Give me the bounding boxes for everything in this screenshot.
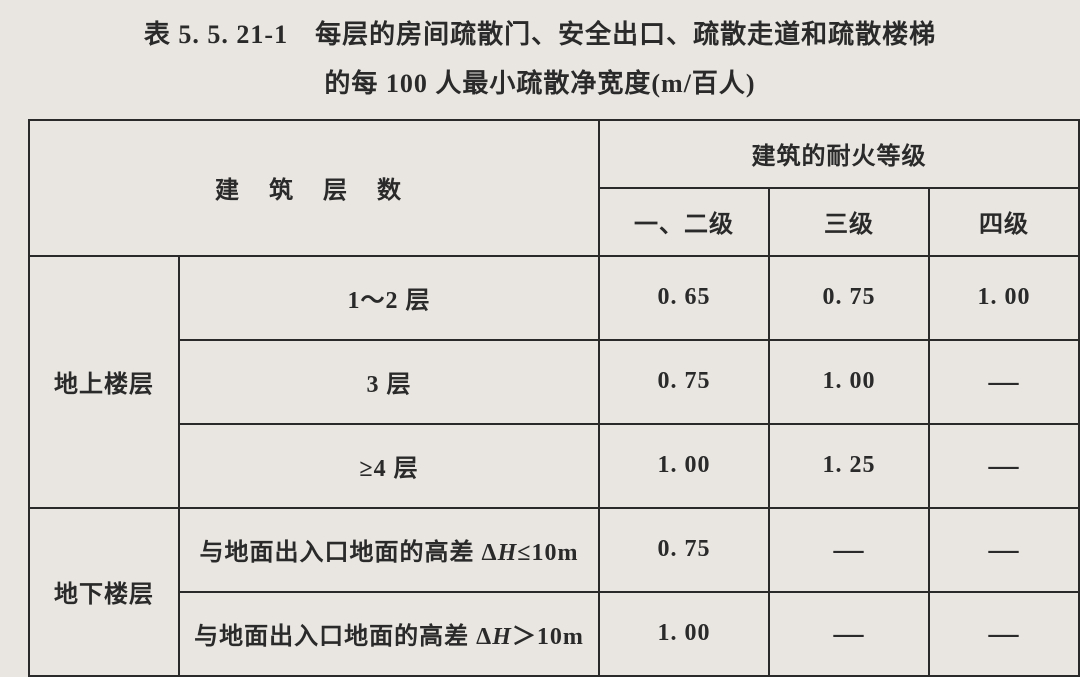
- cell-value: —: [929, 424, 1079, 508]
- cell-value: —: [929, 340, 1079, 424]
- header-floor-count: 建 筑 层 数: [29, 120, 599, 256]
- cell-value: 0. 75: [769, 256, 929, 340]
- cell-value: 1. 00: [929, 256, 1079, 340]
- cell-value: —: [769, 508, 929, 592]
- cell-value: —: [929, 592, 1079, 676]
- cell-value: —: [769, 592, 929, 676]
- header-grade-1-2: 一、二级: [599, 188, 769, 256]
- below-ground-label: 地下楼层: [29, 508, 179, 676]
- cell-value: —: [929, 508, 1079, 592]
- cell-desc: 1～2 层: [179, 256, 599, 340]
- table-row: 地下楼层 与地面出入口地面的高差 ΔH≤10m 0. 75 — —: [29, 508, 1079, 592]
- cell-value: 0. 65: [599, 256, 769, 340]
- cell-desc: 与地面出入口地面的高差 ΔH≤10m: [179, 508, 599, 592]
- evacuation-width-table: 建 筑 层 数 建筑的耐火等级 一、二级 三级 四级 地上楼层 1～2 层 0.…: [28, 119, 1080, 677]
- table-row: ≥4 层 1. 00 1. 25 —: [29, 424, 1079, 508]
- table-row: 3 层 0. 75 1. 00 —: [29, 340, 1079, 424]
- cell-desc: 与地面出入口地面的高差 ΔH＞10m: [179, 592, 599, 676]
- cell-desc: 3 层: [179, 340, 599, 424]
- caption-line-1: 表 5. 5. 21-1 每层的房间疏散门、安全出口、疏散走道和疏散楼梯: [28, 10, 1052, 59]
- cell-value: 1. 00: [599, 592, 769, 676]
- header-fire-grade: 建筑的耐火等级: [599, 120, 1079, 188]
- cell-desc: ≥4 层: [179, 424, 599, 508]
- cell-value: 1. 25: [769, 424, 929, 508]
- header-grade-4: 四级: [929, 188, 1079, 256]
- cell-value: 0. 75: [599, 508, 769, 592]
- table-row: 与地面出入口地面的高差 ΔH＞10m 1. 00 — —: [29, 592, 1079, 676]
- caption-line-2: 的每 100 人最小疏散净宽度(m/百人): [28, 59, 1052, 108]
- cell-value: 1. 00: [599, 424, 769, 508]
- cell-value: 1. 00: [769, 340, 929, 424]
- table-row: 地上楼层 1～2 层 0. 65 0. 75 1. 00: [29, 256, 1079, 340]
- above-ground-label: 地上楼层: [29, 256, 179, 508]
- table-caption: 表 5. 5. 21-1 每层的房间疏散门、安全出口、疏散走道和疏散楼梯 的每 …: [28, 10, 1052, 109]
- header-grade-3: 三级: [769, 188, 929, 256]
- cell-value: 0. 75: [599, 340, 769, 424]
